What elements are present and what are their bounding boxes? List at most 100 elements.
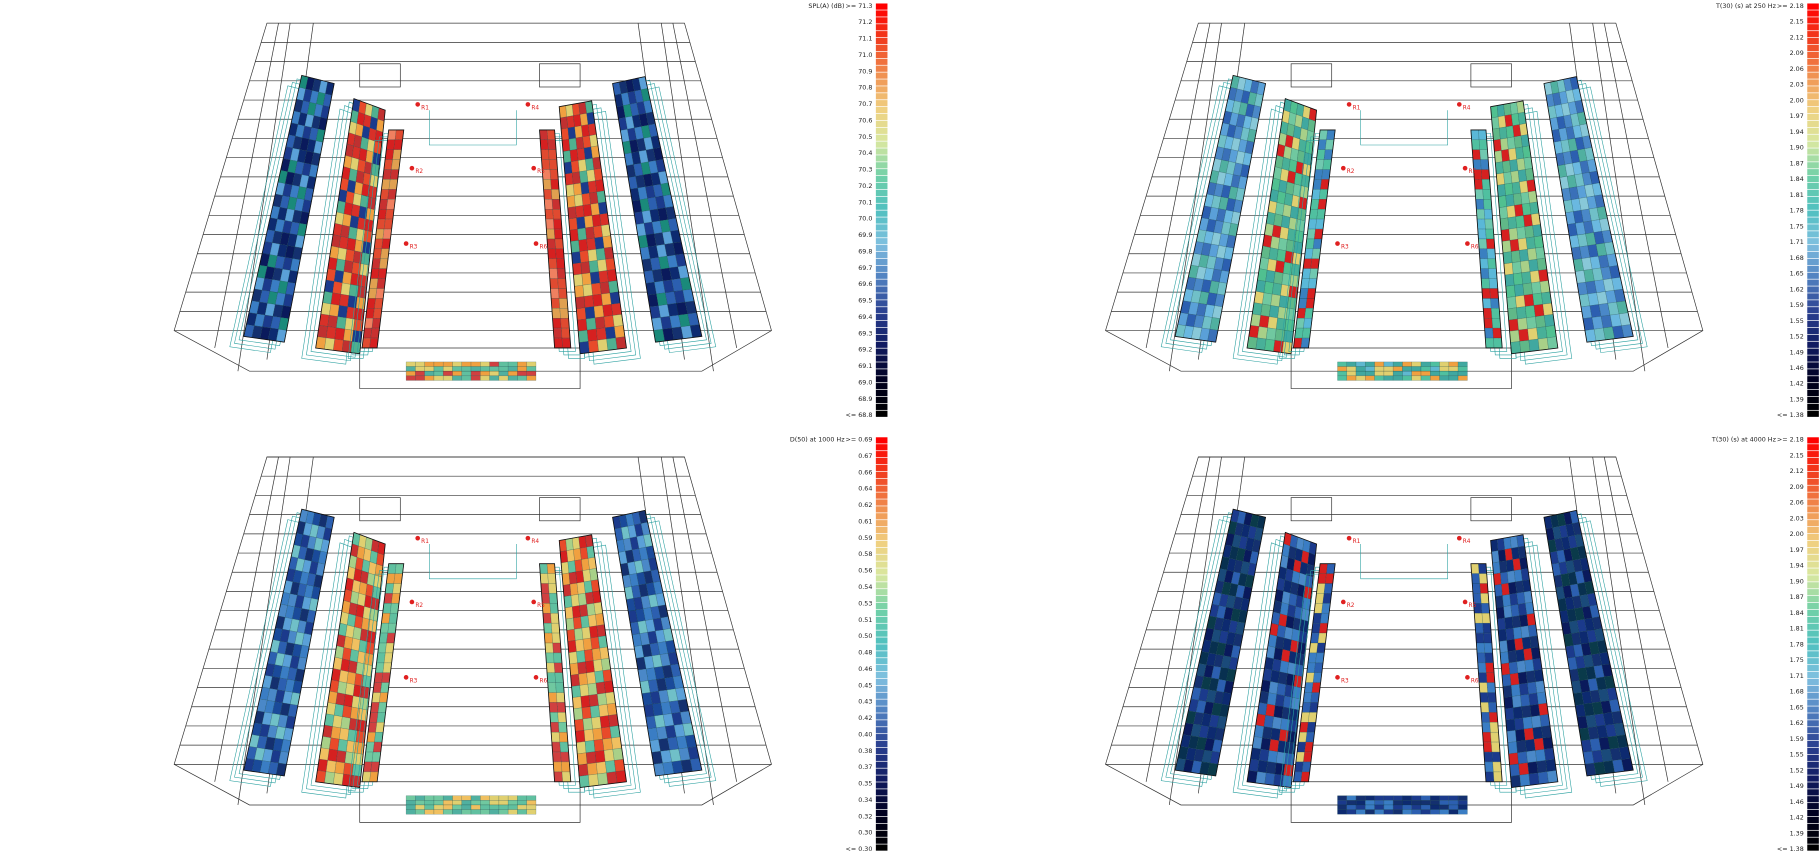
scale-label: 70.4 <box>858 149 872 157</box>
seat-cell <box>1505 559 1515 572</box>
colorbar-segment <box>1807 210 1819 217</box>
stage-cell <box>517 361 527 367</box>
seat-cell <box>550 288 560 299</box>
seat-cell <box>605 326 616 340</box>
seat-cell <box>568 137 578 151</box>
stage-cell <box>1337 809 1347 815</box>
center-outline <box>1360 110 1448 146</box>
stage-cell <box>508 371 518 376</box>
seat-cell <box>576 581 586 595</box>
seat-cell <box>602 737 613 751</box>
seat-cell <box>1518 328 1529 342</box>
receiver <box>531 165 537 171</box>
seat-cell <box>1508 752 1519 766</box>
seat-cell <box>1508 661 1519 675</box>
seat-cell <box>605 760 616 773</box>
seat-cell <box>586 671 597 685</box>
seat-cell <box>355 170 365 184</box>
scale-label: 0.43 <box>858 698 872 706</box>
colorbar-segment <box>875 272 888 279</box>
seat-cell <box>1502 251 1513 264</box>
scale-label: 0.53 <box>858 599 872 607</box>
block-outline <box>612 76 703 343</box>
seat-cell <box>1496 606 1505 620</box>
scale-label: 2.09 <box>1790 483 1804 491</box>
colorbar-segment <box>1807 107 1819 114</box>
seat-cell <box>1537 771 1549 785</box>
seat-cell <box>555 682 565 693</box>
receiver-label: R5 <box>537 169 545 175</box>
colorbar-segment <box>875 231 888 238</box>
stage-cell <box>1439 375 1449 381</box>
seat-cell <box>1284 626 1294 641</box>
seat-cell <box>1287 604 1296 618</box>
stage-cell <box>489 366 499 372</box>
seat-cell <box>1499 560 1508 574</box>
colorbar-segment <box>1807 761 1819 768</box>
stage-cell <box>480 366 490 372</box>
seat-cell <box>1536 326 1548 340</box>
seat-cell <box>340 658 350 672</box>
colorbar-segment <box>875 554 888 561</box>
stage-cell <box>415 371 425 376</box>
seat-cell <box>587 614 597 628</box>
seat-cell <box>1513 706 1523 720</box>
scale-label: 1.97 <box>1790 546 1804 554</box>
colorbar-segment <box>1807 734 1819 741</box>
seat-cell <box>1472 583 1481 594</box>
stage-cell <box>424 361 435 367</box>
seat-cell <box>580 261 591 275</box>
seat-cell <box>1510 775 1521 788</box>
stage-cell <box>1383 809 1394 815</box>
stage-cell <box>489 795 499 801</box>
colorbar-segment <box>1807 471 1819 478</box>
seat-cell <box>543 623 553 634</box>
seat-cell <box>557 278 567 289</box>
seat-cell <box>1481 288 1491 299</box>
seat-cell <box>1476 209 1485 220</box>
seat-cell <box>351 204 361 218</box>
scale-label: 0.58 <box>858 550 872 558</box>
seat-cell <box>567 206 577 220</box>
scale-label: 1.65 <box>1790 703 1804 711</box>
seat-cell <box>584 306 596 320</box>
colorbar-segment <box>1807 451 1819 458</box>
scale-label: 69.6 <box>858 280 872 288</box>
seat-cell <box>576 307 587 321</box>
scale-label: 70.5 <box>858 133 872 141</box>
seat-cell <box>549 169 559 180</box>
receiver-label: R2 <box>1347 169 1355 175</box>
seat-cell <box>1528 338 1540 352</box>
seat-cell <box>334 327 345 341</box>
stage-cell <box>508 795 518 801</box>
seat-cell <box>1474 189 1484 200</box>
colorbar-segment <box>875 651 888 658</box>
colorbar-segment <box>875 506 888 513</box>
seat-cell <box>549 593 558 604</box>
seat-cell <box>1284 319 1295 332</box>
seat-cell <box>1480 593 1489 604</box>
seat-cell <box>553 652 563 663</box>
colorbar-segment <box>1807 589 1819 596</box>
seat-cell <box>1524 659 1535 672</box>
seat-cell <box>564 606 574 620</box>
stage-cell <box>1448 809 1459 815</box>
seat-cell <box>369 116 378 131</box>
seat-cell <box>1267 692 1277 706</box>
scale-label: 1.52 <box>1790 333 1804 341</box>
colorbar-segment <box>1807 17 1819 24</box>
scale-label: >= 2.18 <box>1777 436 1804 444</box>
stage-cell <box>1411 809 1422 815</box>
seat-cell <box>539 129 548 140</box>
seat-cell <box>1491 751 1501 763</box>
seat-cell <box>1470 129 1480 140</box>
stage-cell <box>1411 804 1422 810</box>
colorbar-segment <box>1807 31 1819 38</box>
seat-cell <box>1489 278 1498 289</box>
colorbar-segment <box>875 671 888 679</box>
result-panel: R1 R2 R3 R4 R5 R6 T(30) (s) at 250 Hz >= 2.18 2.… <box>1105 2 1819 419</box>
stage-outline <box>1290 781 1512 823</box>
seat-cell <box>1483 199 1492 210</box>
colorbar-segment <box>1807 182 1819 190</box>
colorbar-segment <box>875 547 888 554</box>
